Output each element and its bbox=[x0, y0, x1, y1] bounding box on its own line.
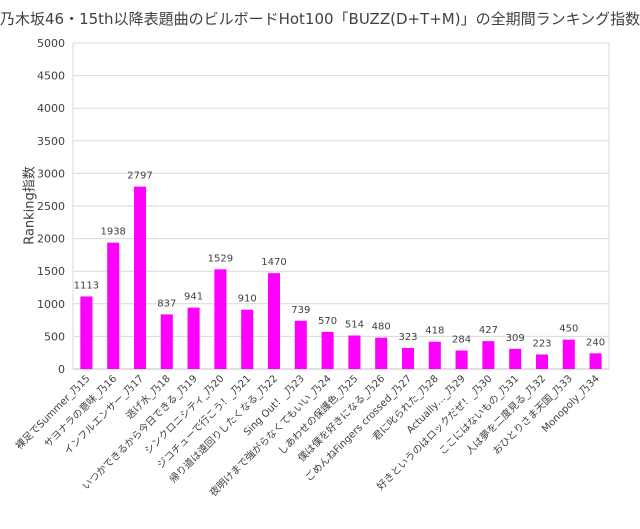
bar bbox=[589, 353, 602, 369]
data-label: 480 bbox=[372, 322, 391, 333]
data-label: 418 bbox=[425, 326, 444, 337]
y-tick-label: 3500 bbox=[37, 135, 65, 148]
y-tick-label: 1000 bbox=[37, 298, 65, 311]
bar bbox=[321, 331, 334, 369]
bar bbox=[294, 320, 307, 369]
bar bbox=[482, 341, 495, 369]
data-label: 837 bbox=[157, 298, 176, 309]
data-label: 1938 bbox=[100, 227, 125, 238]
bar bbox=[267, 273, 281, 369]
data-label: 284 bbox=[452, 334, 471, 345]
bar bbox=[375, 337, 388, 369]
bar bbox=[401, 347, 415, 369]
data-label: 514 bbox=[345, 319, 364, 330]
data-label: 739 bbox=[291, 305, 310, 316]
bar bbox=[428, 341, 441, 369]
y-tick-label: 1500 bbox=[37, 265, 65, 278]
bar bbox=[214, 269, 227, 369]
data-label: 2797 bbox=[127, 171, 152, 182]
bar bbox=[509, 348, 522, 369]
bar bbox=[455, 350, 468, 369]
y-tick-label: 2000 bbox=[37, 233, 65, 246]
data-label: 1470 bbox=[261, 257, 286, 268]
bar bbox=[160, 314, 173, 369]
y-tick-label: 4000 bbox=[37, 102, 65, 115]
bar bbox=[133, 186, 147, 369]
bar bbox=[107, 242, 120, 369]
y-tick-label: 4500 bbox=[37, 70, 65, 83]
data-label: 1529 bbox=[208, 253, 233, 264]
data-label: 910 bbox=[238, 294, 257, 305]
data-label: 323 bbox=[398, 332, 417, 343]
bar bbox=[562, 339, 575, 369]
bar bbox=[187, 307, 200, 369]
bar bbox=[80, 296, 93, 369]
y-tick-label: 3000 bbox=[37, 167, 65, 180]
bar bbox=[535, 354, 549, 369]
data-label: 941 bbox=[184, 292, 203, 303]
data-label: 240 bbox=[586, 337, 605, 348]
chart-title: 乃木坂46・15th以降表題曲のビルボードHot100「BUZZ(D+T+M)」… bbox=[0, 10, 640, 28]
bar bbox=[348, 335, 361, 369]
y-tick-label: 500 bbox=[44, 330, 65, 343]
data-label: 1113 bbox=[74, 280, 99, 291]
y-tick-label: 5000 bbox=[37, 37, 65, 50]
bar bbox=[241, 309, 254, 369]
data-label: 223 bbox=[532, 338, 551, 349]
y-tick-label: 2500 bbox=[37, 200, 65, 213]
y-tick-label: 0 bbox=[58, 363, 65, 376]
data-label: 427 bbox=[479, 325, 498, 336]
data-label: 309 bbox=[506, 333, 525, 344]
data-label: 570 bbox=[318, 316, 337, 327]
data-label: 450 bbox=[559, 324, 578, 335]
